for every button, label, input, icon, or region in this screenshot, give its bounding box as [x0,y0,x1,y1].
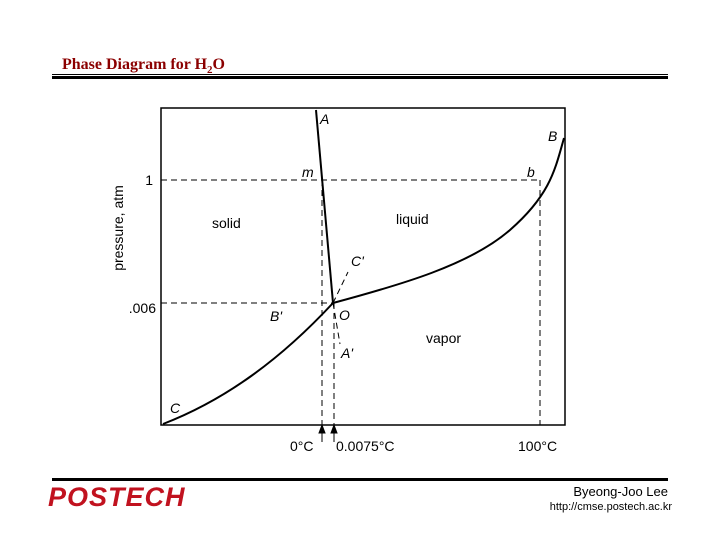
point-o-label: O [339,307,350,323]
point-a-label: A [319,111,329,127]
metastable-solid-liquid-line [332,302,341,345]
point-c-prime-label: C' [351,253,365,269]
vaporization-curve [332,137,565,304]
footer-url[interactable]: http://cmse.postech.ac.kr [549,501,672,513]
title-rule [52,76,668,79]
region-liquid-label: liquid [396,211,429,227]
x-tick-100c: 100°C [518,438,557,454]
point-b-lower-label: b [527,164,535,180]
postech-logo: POSTECH [48,482,186,512]
plot-frame [160,107,566,426]
point-b-upper-label: B [548,128,557,144]
title-tail: O [212,56,225,73]
slide-title: Phase Diagram for H2O [62,56,225,76]
y-axis-label: pressure, atm [110,185,126,271]
y-tick-006: .006 [129,300,156,316]
x-tick-00075c: 0.0075°C [336,438,395,454]
metastable-liquid-vapor-line [332,271,349,304]
region-solid-label: solid [212,215,241,231]
footer-rule [52,478,668,481]
t00075-arrow-head [330,423,338,434]
point-b-prime-label: B' [270,308,283,324]
t0-arrow-head [318,423,326,434]
sublimation-curve [162,302,334,425]
title-main: Phase Diagram for H [62,56,208,73]
point-c-label: C [170,400,181,416]
region-vapor-label: vapor [426,330,461,346]
x-tick-0c: 0°C [290,438,314,454]
solid-liquid-boundary [315,109,334,304]
point-m-label: m [302,164,314,180]
point-a-prime-label: A' [340,345,354,361]
title-subscript: 2 [207,64,213,77]
title-rule-thin [52,74,668,75]
footer-author: Byeong-Joo Lee [573,484,668,499]
y-tick-1: 1 [145,172,153,188]
